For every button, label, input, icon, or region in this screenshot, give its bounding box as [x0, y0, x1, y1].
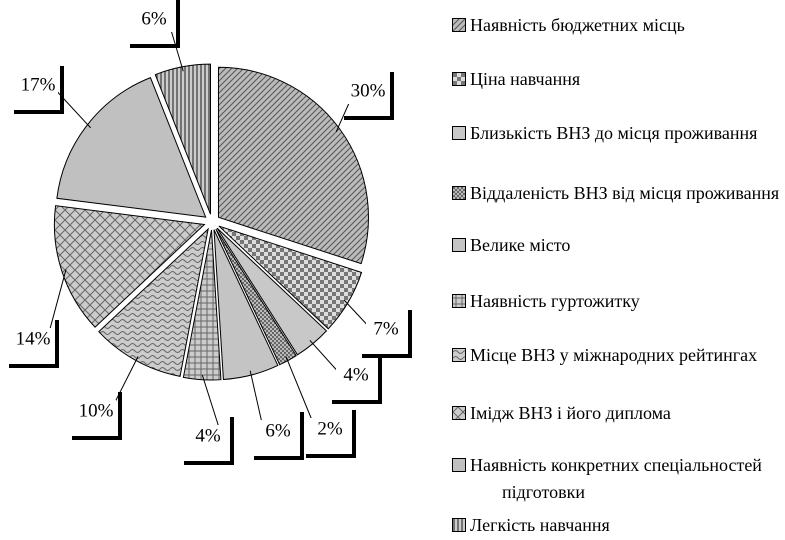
label-bg	[13, 328, 53, 352]
legend-entry: Наявність гуртожитку	[452, 288, 785, 315]
legend-label: Ціна навчання	[470, 69, 581, 89]
legend-swatch	[452, 294, 466, 308]
legend-entry: Ціна навчання	[452, 66, 785, 93]
label-bg	[188, 425, 228, 449]
label-bracket	[130, 0, 180, 48]
legend-entry: Наявність бюджетних місць	[452, 12, 785, 39]
legend-entry: Легкість навчання	[452, 512, 785, 539]
data-label: 30%	[351, 80, 386, 101]
leader-line	[51, 85, 92, 129]
legend-swatch	[452, 458, 466, 472]
label-bg	[310, 418, 350, 442]
legend-entry: Велике місто	[452, 232, 785, 259]
pie-slice	[182, 229, 222, 381]
data-label: 17%	[21, 74, 56, 95]
legend-entry: Віддаленість ВНЗ від місця проживання	[452, 180, 785, 207]
pie-slice	[217, 66, 369, 265]
label-bracket	[72, 392, 122, 440]
legend-entry: Місце ВНЗ у міжнародних рейтингах	[452, 342, 785, 369]
pie-slice	[56, 76, 207, 218]
legend-swatch	[452, 406, 466, 420]
label-bracket	[254, 412, 304, 460]
data-label: 7%	[373, 318, 399, 339]
label-bracket	[184, 417, 234, 465]
data-label: 10%	[79, 400, 114, 421]
legend-entry: Наявність конкретних спеціальностей підг…	[452, 452, 785, 506]
legend-label: Імідж ВНЗ і його диплома	[470, 403, 671, 423]
legend-label: Наявність конкретних спеціальностей підг…	[470, 455, 762, 502]
pie-slice	[53, 205, 206, 328]
legend-swatch	[452, 518, 466, 532]
legend-label: Легкість навчання	[470, 515, 610, 535]
label-bracket	[306, 410, 356, 458]
data-label: 6%	[265, 420, 291, 441]
label-bracket	[14, 66, 64, 114]
label-bg	[366, 318, 406, 342]
legend-label: Віддаленість ВНЗ від місця проживання	[470, 183, 780, 203]
label-bg	[348, 80, 388, 104]
pie-slice	[215, 228, 297, 366]
legend-entry: Близькість ВНЗ до місця проживання	[452, 120, 785, 147]
legend-swatch	[452, 126, 466, 140]
label-bg	[336, 364, 376, 388]
label-bg	[258, 420, 298, 444]
data-label: 2%	[317, 418, 343, 439]
data-label: 6%	[141, 8, 167, 29]
legend-swatch	[452, 72, 466, 86]
data-label: 14%	[16, 328, 51, 349]
label-bracket	[344, 72, 394, 120]
legend-label: Наявність бюджетних місць	[470, 15, 685, 35]
legend-entry: Імідж ВНЗ і його диплома	[452, 400, 785, 427]
label-bracket	[332, 356, 382, 404]
label-bg	[76, 400, 116, 424]
data-label: 4%	[343, 364, 369, 385]
legend-swatch	[452, 238, 466, 252]
legend-label: Місце ВНЗ у міжнародних рейтингах	[470, 345, 758, 365]
data-label: 4%	[195, 425, 221, 446]
legend-swatch	[452, 348, 466, 362]
legend-label: Наявність гуртожитку	[470, 291, 640, 311]
label-bracket	[9, 320, 59, 368]
pie-slice	[218, 225, 363, 330]
legend-label: Велике місто	[470, 235, 571, 255]
label-bg	[134, 8, 174, 32]
leader-line	[285, 356, 317, 431]
legend-swatch	[452, 186, 466, 200]
legend-label: Близькість ВНЗ до місця проживання	[470, 123, 758, 143]
legend-swatch	[452, 18, 466, 32]
label-bg	[18, 74, 58, 98]
